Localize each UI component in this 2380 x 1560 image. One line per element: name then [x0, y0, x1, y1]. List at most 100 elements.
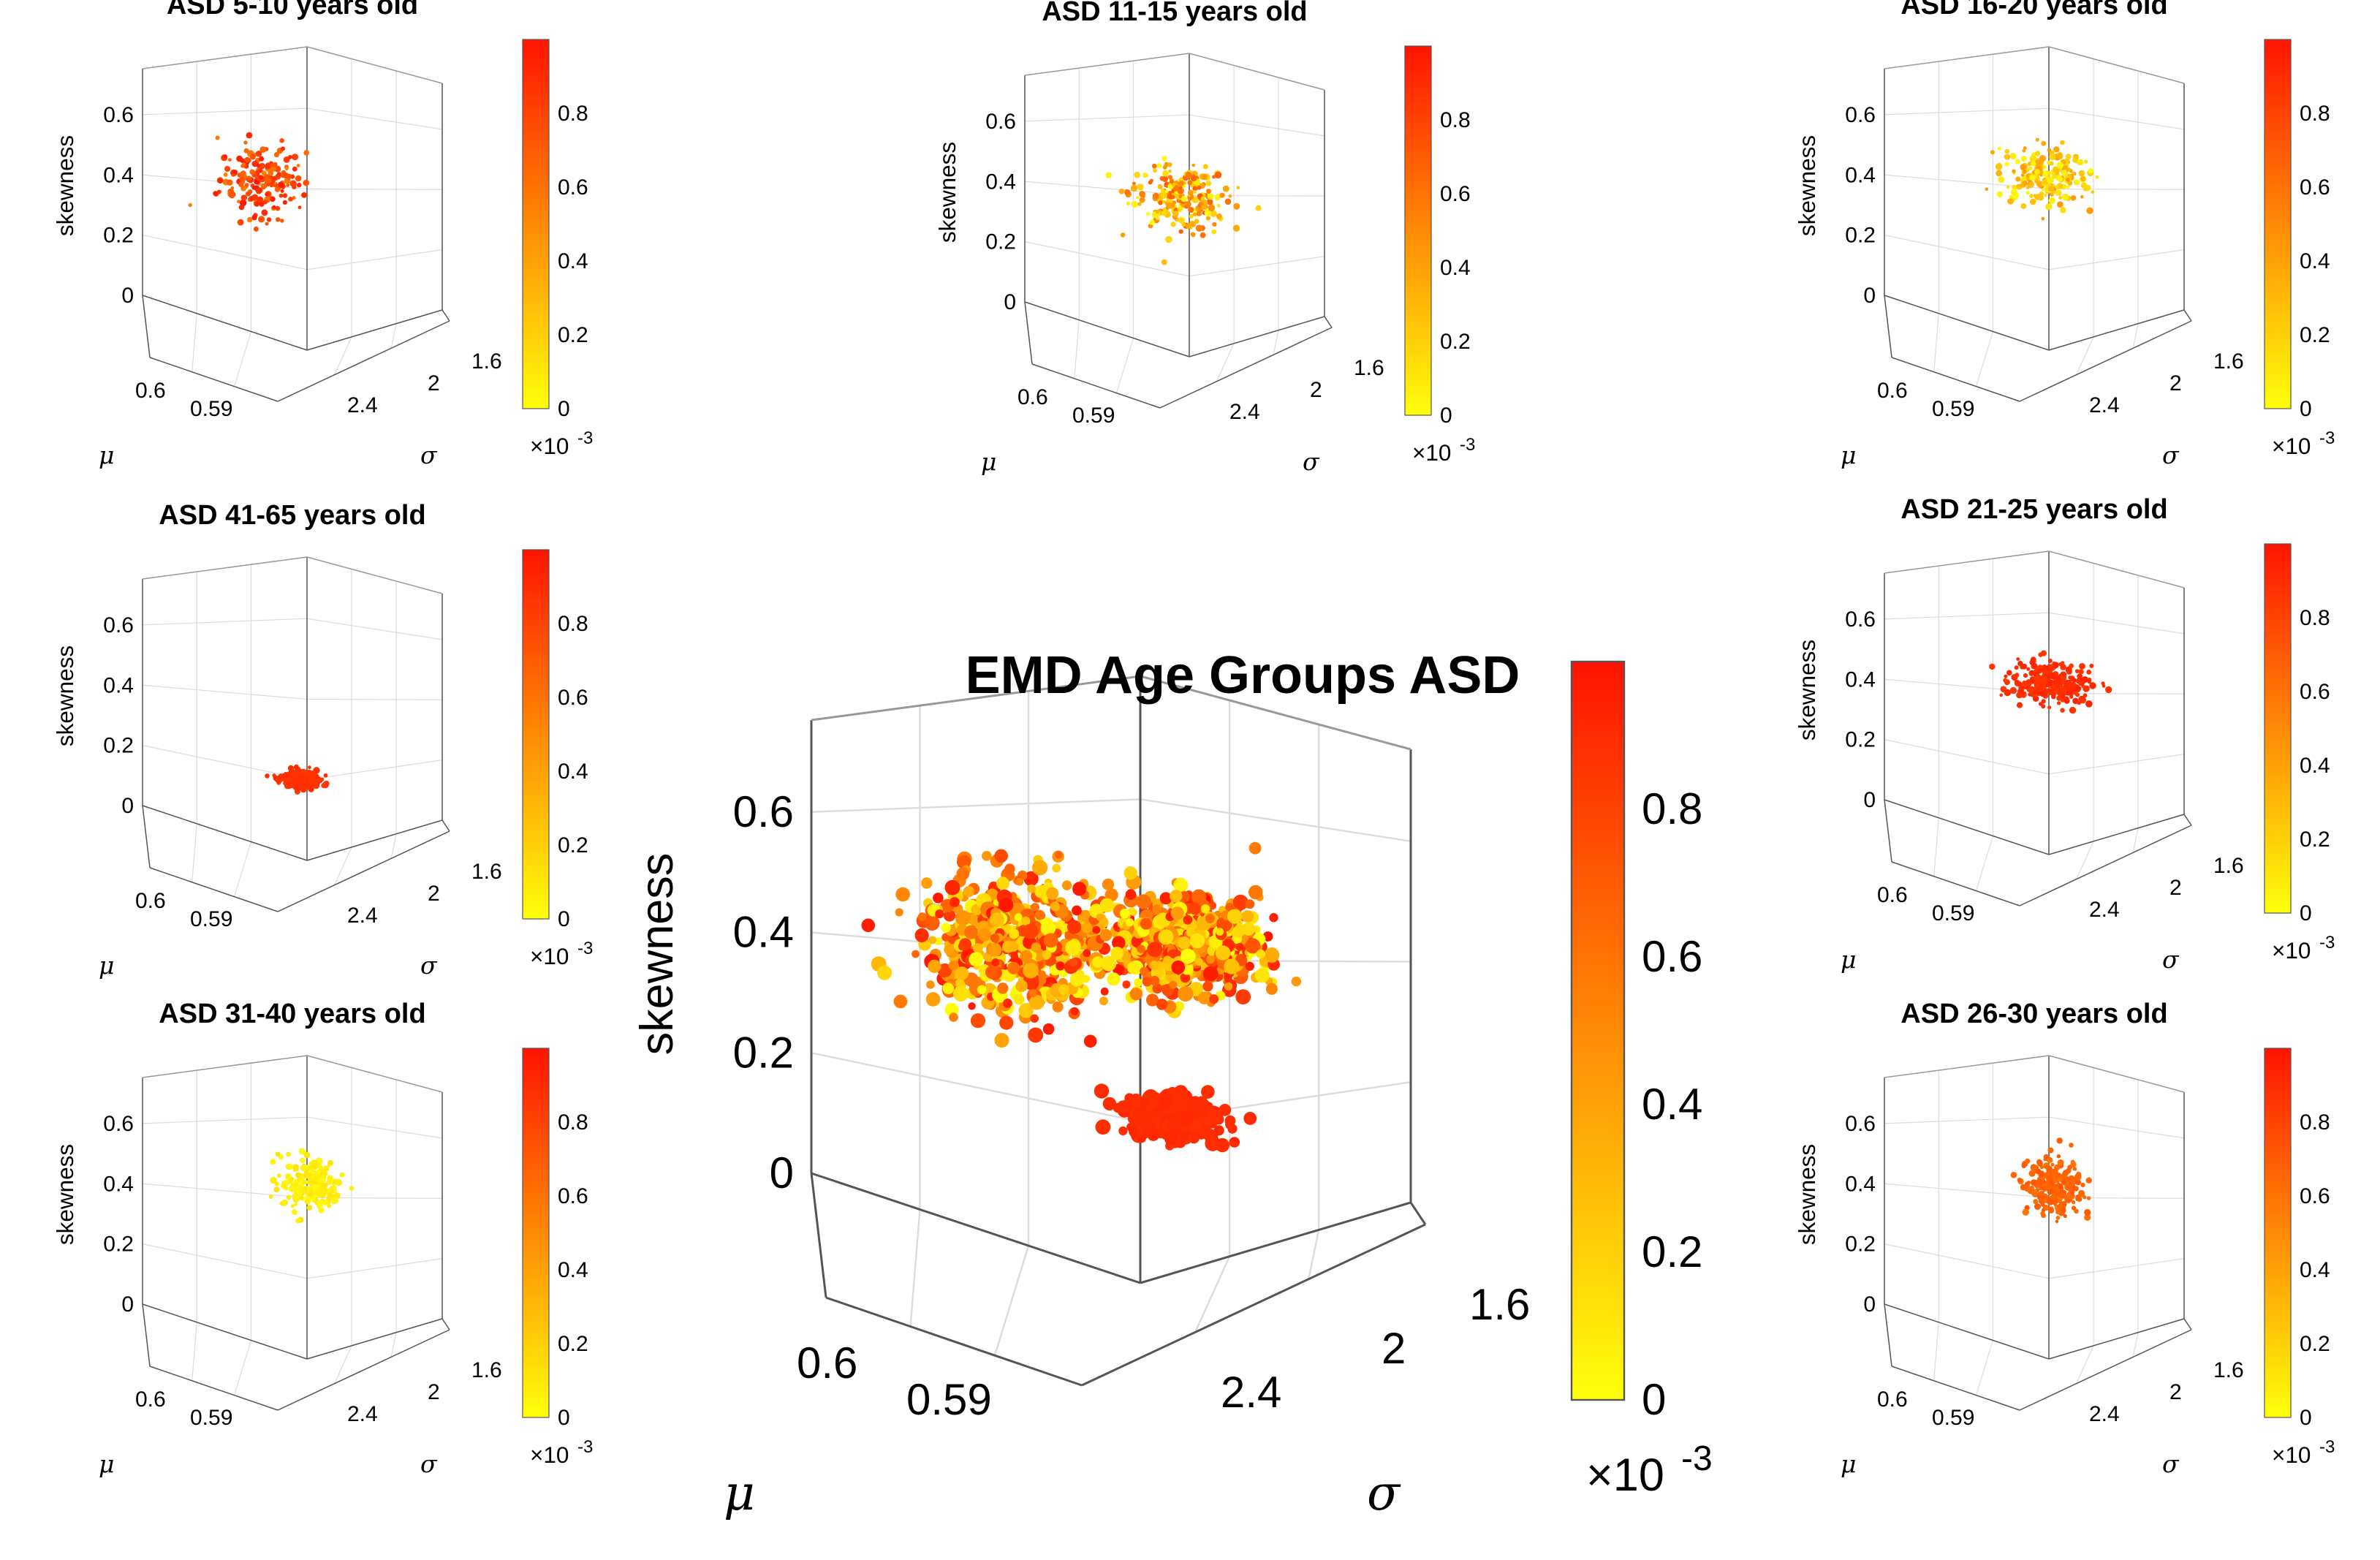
grid-line [142, 618, 308, 626]
grid-line [1140, 798, 1411, 842]
x-tick-label: 0.6 [1877, 883, 1908, 907]
scatter-point [283, 1179, 289, 1186]
scatter-point [2012, 184, 2017, 190]
scatter-point [285, 776, 292, 784]
scatter-point [1172, 1104, 1183, 1115]
scatter-point [2009, 153, 2017, 159]
scatter-point [259, 156, 265, 162]
z-tick-label: 0.2 [103, 1233, 134, 1257]
axis-edge [1884, 1055, 2050, 1078]
scatter-point [2042, 676, 2048, 683]
scatter-point [2039, 1186, 2043, 1191]
scatter-point [2066, 679, 2071, 684]
scatter-point [2078, 695, 2085, 703]
scatter-point [1183, 205, 1188, 209]
scatter-point [1201, 173, 1208, 181]
panel-title: ASD 16-20 years old [1900, 0, 2167, 20]
axis-edge [1884, 295, 1892, 358]
scatter-point [2077, 701, 2081, 705]
scatter-point [261, 209, 268, 216]
scatter-point [1255, 205, 1262, 211]
scatter-point [2077, 679, 2085, 686]
scatter-point [1185, 171, 1192, 179]
left-wall [1884, 1056, 2049, 1359]
y-axis-label: σ [420, 951, 438, 980]
scatter-point [322, 1199, 329, 1206]
y-tick-label: 2.4 [347, 904, 378, 928]
scatter-point [1023, 923, 1039, 939]
scatter-point [2041, 699, 2046, 704]
scatter-point [2025, 1158, 2031, 1164]
right-wall [1189, 53, 1324, 357]
y-tick-label: 1.6 [2213, 1358, 2244, 1382]
scatter-point [2028, 166, 2033, 170]
scatter-point [278, 193, 284, 198]
scatter-point [254, 170, 260, 175]
scatter-point [2046, 1171, 2050, 1176]
axis-edge [142, 1055, 308, 1078]
scatter-point [2058, 1192, 2063, 1197]
scatter-point [249, 195, 254, 202]
scatter-point [1170, 221, 1176, 227]
scatter-point [292, 1209, 298, 1216]
colorbar-tick-label: 0.8 [2300, 1110, 2330, 1135]
scatter-point [1243, 1112, 1257, 1125]
grid-line [1884, 1243, 2050, 1279]
scatter-point [1198, 202, 1203, 206]
scatter-point [1202, 966, 1219, 982]
scatter-point [276, 217, 281, 222]
scatter-point [1153, 168, 1157, 173]
scatter-point [1170, 890, 1183, 903]
colorbar-tick-label: 0.4 [2300, 249, 2330, 273]
scatter-point [2056, 1154, 2061, 1159]
scatter-point [990, 934, 1000, 943]
scatter-point [1041, 920, 1056, 936]
axis-edge [1140, 675, 1411, 751]
scatter-point [2105, 686, 2112, 694]
colorbar-exponent: -3 [577, 428, 593, 448]
scatter-point [1189, 933, 1205, 949]
scatter-point [895, 908, 903, 917]
x-axis-label: μ [99, 441, 114, 469]
scatter-point [2017, 660, 2023, 667]
scatter-point [278, 181, 284, 188]
grid-line [2048, 249, 2185, 270]
scatter-point [2074, 1208, 2079, 1214]
scatter-point [928, 959, 941, 974]
axis-edge [149, 1366, 278, 1411]
scatter-point [2062, 194, 2069, 201]
x-axis-label: μ [1841, 945, 1856, 974]
grid-line [390, 1332, 397, 1358]
x-tick-label: 0.6 [135, 889, 166, 913]
panel-title: ASD 26-30 years old [1900, 999, 2167, 1029]
z-tick-label: 0.4 [103, 163, 134, 187]
scatter-point [1149, 961, 1159, 971]
scatter-point [1129, 988, 1143, 1001]
z-tick-label: 0.6 [103, 613, 134, 637]
scatter-point [2054, 1164, 2061, 1171]
scatter-point [2027, 162, 2032, 166]
scatter-point [2080, 194, 2084, 199]
scatter-point [2087, 680, 2091, 684]
scatter-point [997, 982, 1009, 994]
scatter-point [1096, 913, 1104, 921]
scatter-point [1178, 985, 1194, 1002]
scatter-point [2072, 157, 2078, 163]
colorbar-tick-label: 0.2 [1440, 330, 1471, 354]
axis-edge [2048, 46, 2185, 84]
scatter-point [2049, 153, 2056, 161]
scatter-point [1245, 938, 1261, 954]
grid-line [142, 1243, 308, 1279]
scatter-point [2078, 669, 2084, 675]
scatter-point [303, 150, 310, 156]
scatter-point [2072, 1200, 2076, 1205]
scatter-point [2077, 673, 2083, 680]
scatter-point [1164, 1132, 1178, 1146]
scatter-point [1043, 933, 1058, 948]
scatter-point [2007, 198, 2014, 205]
scatter-point [955, 966, 969, 980]
axis-edge [1024, 53, 1190, 76]
scatter-point [1027, 884, 1036, 893]
scatter-point [1142, 173, 1148, 178]
scatter-point [964, 925, 979, 939]
